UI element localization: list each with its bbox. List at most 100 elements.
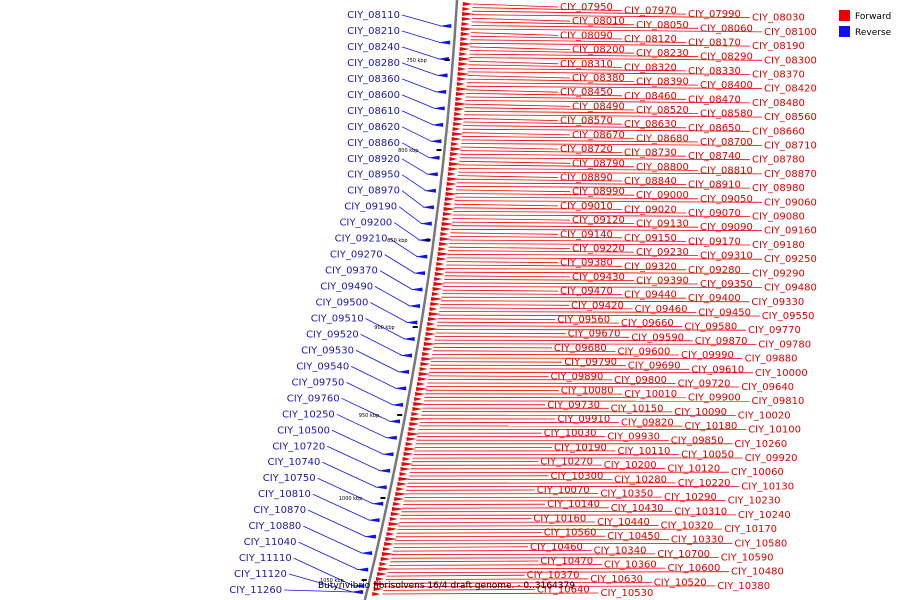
reverse-gene-label[interactable]: CIY_09200 <box>339 218 392 229</box>
forward-gene-label[interactable]: CIY_10070 <box>537 485 590 496</box>
forward-gene-label[interactable]: CIY_08400 <box>700 80 753 91</box>
forward-gene-label[interactable]: CIY_10450 <box>607 531 660 542</box>
forward-gene-label[interactable]: CIY_09850 <box>671 435 724 446</box>
forward-gene-label[interactable]: CIY_10460 <box>530 542 583 553</box>
forward-gene-label[interactable]: CIY_10150 <box>611 403 664 414</box>
forward-gene-label[interactable]: CIY_10630 <box>590 574 643 585</box>
forward-gene-label[interactable]: CIY_10580 <box>734 538 787 549</box>
forward-gene-label[interactable]: CIY_07950 <box>560 2 613 13</box>
reverse-gene-label[interactable]: CIY_09370 <box>325 266 378 277</box>
forward-gene-label[interactable]: CIY_09140 <box>560 229 613 240</box>
forward-gene-label[interactable]: CIY_09790 <box>564 357 617 368</box>
reverse-gene-label[interactable]: CIY_10500 <box>277 425 330 436</box>
forward-gene-label[interactable]: CIY_08660 <box>752 126 805 137</box>
forward-gene-label[interactable]: CIY_08050 <box>636 20 689 31</box>
reverse-gene-label[interactable]: CIY_10750 <box>263 473 316 484</box>
forward-gene-label[interactable]: CIY_10560 <box>544 528 597 539</box>
forward-gene-label[interactable]: CIY_09180 <box>752 240 805 251</box>
forward-gene-label[interactable]: CIY_10230 <box>728 496 781 507</box>
forward-gene-label[interactable]: CIY_09910 <box>557 414 610 425</box>
forward-gene-label[interactable]: CIY_08810 <box>700 165 753 176</box>
forward-gene-label[interactable]: CIY_08120 <box>624 34 677 45</box>
forward-gene-label[interactable]: CIY_07990 <box>688 9 741 20</box>
forward-gene-label[interactable]: CIY_10530 <box>601 588 654 599</box>
forward-gene-label[interactable]: CIY_10370 <box>527 570 580 581</box>
reverse-gene-label[interactable]: CIY_09540 <box>296 361 349 372</box>
forward-gene-label[interactable]: CIY_09430 <box>572 272 625 283</box>
forward-gene-label[interactable]: CIY_09810 <box>752 396 805 407</box>
forward-gene-label[interactable]: CIY_10640 <box>537 584 590 595</box>
forward-gene-label[interactable]: CIY_09480 <box>764 283 817 294</box>
forward-gene-label[interactable]: CIY_10130 <box>741 482 794 493</box>
forward-gene-label[interactable]: CIY_08670 <box>572 130 625 141</box>
forward-gene-label[interactable]: CIY_08570 <box>560 116 613 127</box>
forward-gene-label[interactable]: CIY_10160 <box>533 513 586 524</box>
forward-gene-label[interactable]: CIY_10180 <box>685 421 738 432</box>
reverse-gene-label[interactable]: CIY_09490 <box>320 282 373 293</box>
forward-gene-label[interactable]: CIY_10260 <box>734 439 787 450</box>
forward-gene-label[interactable]: CIY_10000 <box>755 368 808 379</box>
forward-gene-label[interactable]: CIY_09990 <box>681 350 734 361</box>
reverse-gene-labels[interactable]: CIY_08110 CIY_08210 CIY_08240 CIY_08280 CIY_… <box>229 10 400 596</box>
forward-gene-label[interactable]: CIY_09320 <box>624 261 677 272</box>
forward-gene-label[interactable]: CIY_09130 <box>636 219 689 230</box>
forward-gene-label[interactable]: CIY_10600 <box>668 563 721 574</box>
reverse-gene-label[interactable]: CIY_08240 <box>347 42 400 53</box>
reverse-gene-label[interactable]: CIY_08600 <box>347 90 400 101</box>
forward-gene-label[interactable]: CIY_08480 <box>752 98 805 109</box>
forward-gene-label[interactable]: CIY_08730 <box>624 148 677 159</box>
forward-gene-label[interactable]: CIY_09380 <box>560 258 613 269</box>
forward-gene-label[interactable]: CIY_10340 <box>594 545 647 556</box>
forward-gene-label[interactable]: CIY_08700 <box>700 137 753 148</box>
forward-gene-label[interactable]: CIY_09310 <box>700 251 753 262</box>
forward-gene-label[interactable]: CIY_10200 <box>604 460 657 471</box>
forward-gene-label[interactable]: CIY_09610 <box>691 364 744 375</box>
reverse-gene-label[interactable]: CIY_11110 <box>239 553 292 564</box>
forward-gene-label[interactable]: CIY_10100 <box>748 425 801 436</box>
forward-gene-label[interactable]: CIY_10120 <box>667 464 720 475</box>
forward-gene-label[interactable]: CIY_10170 <box>724 524 777 535</box>
forward-gene-label[interactable]: CIY_08740 <box>688 151 741 162</box>
forward-gene-label[interactable]: CIY_09050 <box>700 194 753 205</box>
forward-gene-label[interactable]: CIY_08330 <box>688 66 741 77</box>
forward-gene-label[interactable]: CIY_09820 <box>621 418 674 429</box>
reverse-gene-label[interactable]: CIY_08920 <box>347 154 400 165</box>
forward-gene-label[interactable]: CIY_08980 <box>752 183 805 194</box>
reverse-gene-label[interactable]: CIY_09500 <box>316 298 369 309</box>
forward-gene-label[interactable]: CIY_08790 <box>572 158 625 169</box>
reverse-gene-label[interactable]: CIY_10880 <box>248 521 301 532</box>
forward-gene-label[interactable]: CIY_10520 <box>654 577 707 588</box>
forward-gene-label[interactable]: CIY_09680 <box>554 343 607 354</box>
forward-gene-label[interactable]: CIY_08190 <box>752 41 805 52</box>
forward-gene-label[interactable]: CIY_09870 <box>695 336 748 347</box>
forward-gene-label[interactable]: CIY_08460 <box>624 91 677 102</box>
reverse-gene-label[interactable]: CIY_08970 <box>347 186 400 197</box>
forward-gene-label[interactable]: CIY_10380 <box>717 581 770 592</box>
forward-gene-label[interactable]: CIY_08890 <box>560 173 613 184</box>
forward-gene-labels[interactable]: CIY_07950 CIY_07970 CIY_07990 CIY_08030CIY_… <box>527 2 817 599</box>
reverse-gene-label[interactable]: CIY_10250 <box>282 409 335 420</box>
forward-gene-label[interactable]: CIY_08290 <box>700 52 753 63</box>
forward-gene-label[interactable]: CIY_10090 <box>674 407 727 418</box>
forward-gene-label[interactable]: CIY_10060 <box>731 467 784 478</box>
forward-gene-label[interactable]: CIY_07970 <box>624 6 677 17</box>
forward-gene-label[interactable]: CIY_08310 <box>560 59 613 70</box>
forward-gene-label[interactable]: CIY_09800 <box>614 375 667 386</box>
forward-gene-label[interactable]: CIY_09160 <box>764 226 817 237</box>
reverse-gene-label[interactable]: CIY_09210 <box>335 234 388 245</box>
forward-gene-label[interactable]: CIY_10080 <box>561 386 614 397</box>
forward-gene-label[interactable]: CIY_10350 <box>600 489 653 500</box>
reverse-gene-label[interactable]: CIY_08210 <box>347 26 400 37</box>
forward-gene-label[interactable]: CIY_09460 <box>635 304 688 315</box>
forward-gene-label[interactable]: CIY_08230 <box>636 48 689 59</box>
forward-gene-label[interactable]: CIY_08990 <box>572 187 625 198</box>
forward-gene-label[interactable]: CIY_08630 <box>624 119 677 130</box>
forward-gene-label[interactable]: CIY_08060 <box>700 23 753 34</box>
forward-gene-label[interactable]: CIY_09580 <box>684 322 737 333</box>
forward-gene-label[interactable]: CIY_09470 <box>560 286 613 297</box>
reverse-gene-label[interactable]: CIY_10870 <box>253 505 306 516</box>
forward-gene-label[interactable]: CIY_09720 <box>678 379 731 390</box>
forward-gene-label[interactable]: CIY_09890 <box>551 371 604 382</box>
forward-gene-label[interactable]: CIY_08520 <box>636 105 689 116</box>
forward-gene-label[interactable]: CIY_10430 <box>611 503 664 514</box>
